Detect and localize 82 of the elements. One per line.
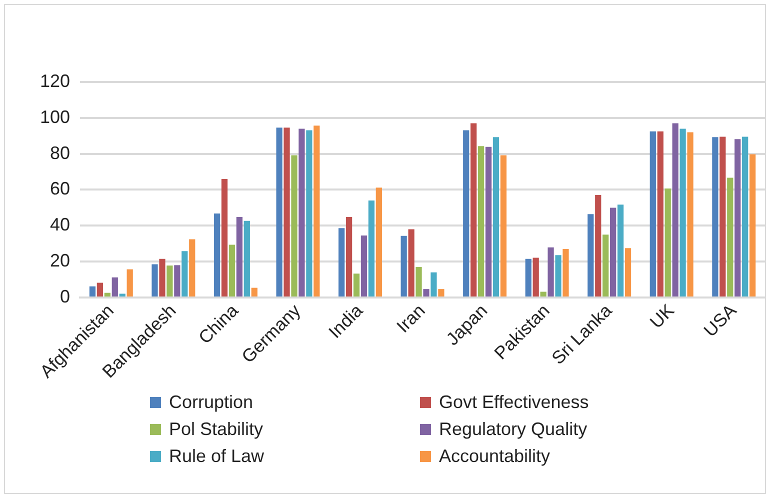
bar [96, 282, 104, 296]
y-tick-label: 60 [50, 178, 70, 199]
bar [189, 239, 196, 296]
bar [650, 131, 656, 296]
bar [104, 292, 110, 296]
y-tick-label: 100 [40, 106, 70, 127]
bar [338, 228, 345, 296]
bar [314, 126, 320, 296]
bar [360, 236, 368, 296]
bar [166, 266, 173, 296]
bar [368, 200, 375, 296]
bar [174, 265, 180, 296]
x-tick-label: Iran [392, 300, 429, 336]
bar [727, 178, 734, 296]
bar [306, 130, 312, 296]
bar [749, 154, 756, 296]
bar [720, 136, 726, 296]
bar [119, 294, 126, 296]
y-tick-label: 80 [50, 142, 70, 163]
bar [89, 286, 96, 296]
legend-label: Pol Stability [169, 419, 264, 440]
legend-label: Corruption [169, 392, 254, 413]
bar [228, 244, 236, 296]
bar [595, 194, 602, 296]
bar [423, 289, 430, 296]
y-tick-label: 40 [50, 214, 70, 235]
bar [416, 266, 422, 296]
x-tick-label: USA [700, 300, 740, 341]
bar [182, 251, 188, 296]
bar [430, 272, 437, 296]
bar [624, 248, 632, 296]
bar [438, 289, 444, 296]
bar [251, 288, 258, 296]
y-tick-label: 0 [60, 286, 70, 306]
bar [617, 204, 624, 296]
bar [152, 264, 158, 296]
bar [408, 229, 414, 296]
bar [532, 258, 539, 296]
bar [463, 130, 470, 296]
bar [485, 146, 492, 296]
bar [555, 255, 562, 296]
bar [478, 146, 484, 296]
bar [742, 136, 748, 296]
bar [276, 128, 282, 296]
bar [672, 123, 678, 296]
bar [284, 128, 290, 296]
x-tick-label: UK [646, 300, 678, 332]
bar [291, 155, 298, 296]
bar [680, 128, 686, 296]
bar [500, 155, 507, 296]
bar [712, 137, 718, 296]
bar [298, 128, 305, 296]
legend-label: Rule of Law [169, 446, 264, 467]
bar [159, 258, 166, 296]
bar [470, 123, 477, 296]
bar [221, 178, 228, 296]
bar [664, 188, 671, 296]
bar [126, 269, 133, 296]
bar [610, 208, 616, 296]
legend-label: Regulatory Quality [439, 419, 588, 440]
legend-label: Govt Effectiveness [439, 392, 589, 413]
bar [492, 137, 500, 296]
bar [657, 131, 664, 296]
bar [244, 220, 250, 296]
bar [376, 188, 382, 296]
bar [214, 213, 220, 296]
bar [400, 236, 407, 296]
y-tick-label: 20 [50, 250, 70, 271]
bar [525, 258, 532, 296]
bar [602, 234, 609, 296]
bar [687, 132, 694, 296]
bar [112, 277, 118, 296]
bar [346, 217, 352, 296]
legend-label: Accountability [439, 446, 550, 467]
bar [548, 247, 554, 296]
bar [540, 292, 546, 296]
bar [562, 249, 569, 296]
bar [236, 217, 243, 296]
bar [588, 214, 594, 296]
bar [353, 274, 360, 296]
y-tick-label: 120 [40, 70, 70, 91]
bar [734, 139, 741, 296]
